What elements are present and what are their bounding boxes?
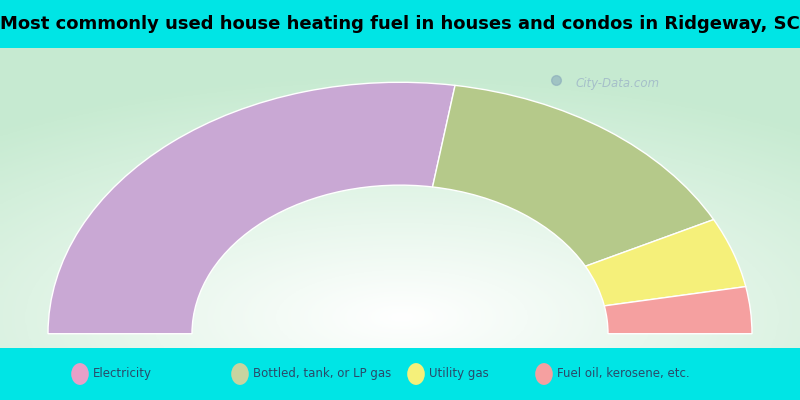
Ellipse shape <box>71 363 89 385</box>
Wedge shape <box>586 220 746 306</box>
Text: Electricity: Electricity <box>93 368 152 380</box>
Ellipse shape <box>407 363 425 385</box>
Text: Bottled, tank, or LP gas: Bottled, tank, or LP gas <box>253 368 391 380</box>
Ellipse shape <box>231 363 249 385</box>
Wedge shape <box>433 85 714 266</box>
Ellipse shape <box>535 363 553 385</box>
Text: Fuel oil, kerosene, etc.: Fuel oil, kerosene, etc. <box>557 368 690 380</box>
Wedge shape <box>48 82 455 334</box>
Text: Utility gas: Utility gas <box>429 368 489 380</box>
Text: City-Data.com: City-Data.com <box>576 78 660 90</box>
Text: Most commonly used house heating fuel in houses and condos in Ridgeway, SC: Most commonly used house heating fuel in… <box>0 15 800 33</box>
Wedge shape <box>604 287 752 334</box>
